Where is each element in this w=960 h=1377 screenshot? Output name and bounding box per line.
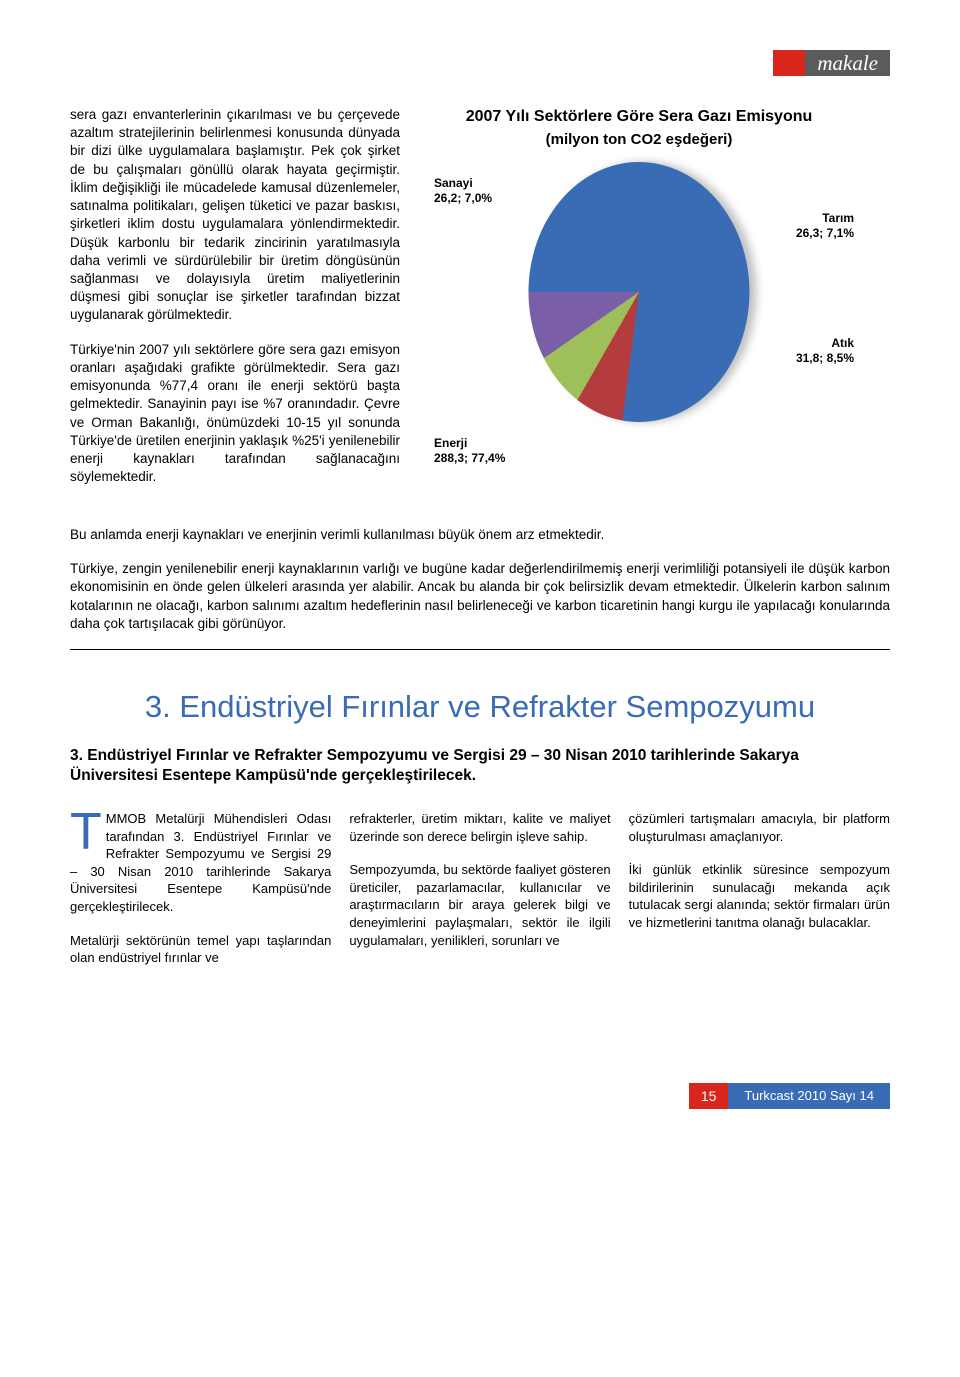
dropcap: T — [70, 810, 106, 854]
article-p2b: Bu anlamda enerji kaynakları ve enerjini… — [70, 526, 890, 544]
col2-p1: refrakterler, üretim miktarı, kalite ve … — [349, 810, 610, 845]
chart-label: Tarım26,3; 7,1% — [796, 211, 854, 241]
col1-p1-text: MMOB Metalürji Mühendisleri Odası tarafı… — [70, 811, 331, 914]
article-p3: Türkiye, zengin yenilenebilir enerji kay… — [70, 560, 890, 633]
header-tag: makale — [70, 50, 890, 76]
col2-p2: Sempozyumda, bu sektörde faaliyet göster… — [349, 861, 610, 949]
col1-p1: TMMOB Metalürji Mühendisleri Odası taraf… — [70, 810, 331, 915]
red-square-icon — [773, 50, 805, 76]
article-p2a: Türkiye'nin 2007 yılı sektörlere göre se… — [70, 341, 400, 487]
chart-title: 2007 Yılı Sektörlere Göre Sera Gazı Emis… — [424, 106, 854, 128]
col3-p2: İki günlük etkinlik süresince sempozyum … — [629, 861, 890, 931]
chart-label: Sanayi26,2; 7,0% — [434, 176, 492, 206]
issue-label: Turkcast 2010 Sayı 14 — [728, 1083, 890, 1110]
pie-chart: 2007 Yılı Sektörlere Göre Sera Gazı Emis… — [424, 106, 854, 526]
divider — [70, 649, 890, 650]
three-column-body: TMMOB Metalürji Mühendisleri Odası taraf… — [70, 810, 890, 982]
chart-label: Atık31,8; 8,5% — [796, 336, 854, 366]
section-subheading: 3. Endüstriyel Fırınlar ve Refrakter Sem… — [70, 746, 890, 786]
article-p1: sera gazı envanterlerinin çıkarılması ve… — [70, 106, 400, 325]
col3-p1: çözümleri tartışmaları amacıyla, bir pla… — [629, 810, 890, 845]
chart-subtitle: (milyon ton CO2 eşdeğeri) — [424, 130, 854, 150]
footer: 15 Turkcast 2010 Sayı 14 — [70, 1083, 890, 1110]
page-number: 15 — [689, 1083, 729, 1110]
col1-p2: Metalürji sektörünün temel yapı taşların… — [70, 932, 331, 967]
category-tag: makale — [805, 50, 890, 76]
chart-label: Enerji288,3; 77,4% — [434, 436, 505, 466]
section-heading: 3. Endüstriyel Fırınlar ve Refrakter Sem… — [70, 686, 890, 728]
